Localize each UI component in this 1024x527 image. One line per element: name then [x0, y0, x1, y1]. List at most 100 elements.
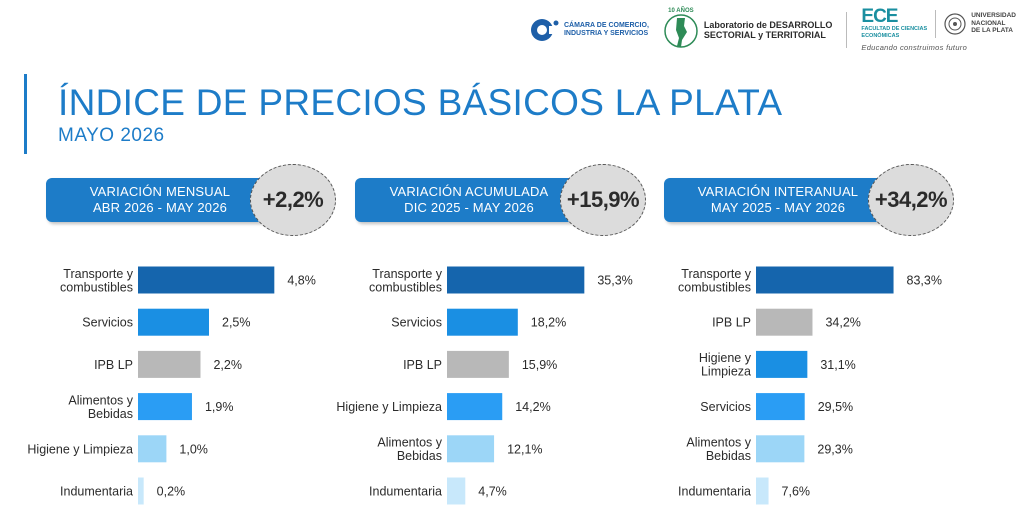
value-label: 12,1%: [507, 442, 542, 456]
category-label: Alimentos y Bebidas: [686, 436, 751, 464]
pill-line2: ABR 2026 - MAY 2026: [92, 200, 228, 215]
pill-line1: VARIACIÓN ACUMULADA: [389, 184, 549, 199]
bar: [447, 477, 466, 505]
category-label: Indumentaria: [60, 485, 133, 499]
panel-accumulated: VARIACIÓN ACUMULADA DIC 2025 - MAY 2026 …: [336, 164, 655, 520]
value-label: 29,3%: [817, 442, 852, 456]
lab-logo-line1: Laboratorio de DESARROLLO: [703, 20, 833, 30]
chamber-logo-line1: CÁMARA DE COMERCIO,: [563, 22, 649, 29]
argentina-map-icon: [664, 14, 698, 48]
value-label: 4,7%: [478, 485, 507, 499]
chamber-logo: CÁMARA DE COMERCIO, INDUSTRIA Y SERVICIO…: [529, 17, 649, 43]
bar: [756, 266, 894, 294]
bar: [138, 477, 144, 505]
title-accent-bar: [24, 74, 27, 154]
pill-line2: MAY 2025 - MAY 2026: [710, 200, 846, 215]
category-label: Servicios: [700, 400, 751, 414]
category-label: Higiene y Limpieza: [699, 351, 752, 379]
tagline: Educando construimos futuro: [861, 43, 968, 52]
faculty-unlp-logos: ECE FACULTAD DE CIENCIAS ECONÓMICAS UNIV…: [861, 6, 1016, 52]
category-label: Transporte y combustibles: [369, 267, 443, 295]
value-label: 29,5%: [818, 400, 853, 414]
pill-line1: VARIACIÓN INTERANUAL: [697, 184, 859, 199]
bar-chart-interannual: Transporte y combustibles 83,3% IPB LP 34,2%…: [678, 266, 942, 505]
period-pill: VARIACIÓN ACUMULADA DIC 2025 - MAY 2026: [355, 178, 583, 222]
bar: [138, 435, 167, 463]
pill-line1: VARIACIÓN MENSUAL: [89, 184, 231, 199]
headline-value: +15,9%: [566, 187, 640, 212]
period-pill: VARIACIÓN INTERANUAL MAY 2025 - MAY 2026: [664, 178, 892, 222]
period-pill: VARIACIÓN MENSUAL ABR 2026 - MAY 2026: [46, 178, 274, 222]
headline-value: +2,2%: [262, 187, 324, 212]
bar-chart-accumulated: Transporte y combustibles 35,3% Servicios 18…: [336, 266, 633, 505]
value-label: 83,3%: [907, 274, 942, 288]
category-label: IPB LP: [403, 358, 442, 372]
faculty-logo-line1: FACULTAD DE CIENCIAS: [861, 26, 928, 32]
pill-line2: DIC 2025 - MAY 2026: [404, 200, 534, 215]
value-label: 1,0%: [179, 442, 208, 456]
category-label: Higiene y Limpieza: [336, 400, 442, 414]
faculty-logo: ECE FACULTAD DE CIENCIAS ECONÓMICAS: [861, 6, 928, 39]
category-label: Alimentos y Bebidas: [68, 393, 133, 421]
value-label: 31,1%: [820, 358, 855, 372]
category-label: Indumentaria: [369, 485, 442, 499]
unlp-line2: NACIONAL: [971, 19, 1006, 27]
lab-logo-line2: SECTORIAL y TERRITORIAL: [703, 30, 826, 40]
value-label: 15,9%: [522, 358, 557, 372]
bar: [756, 350, 808, 378]
bar: [138, 308, 209, 336]
unlp-seal-icon: [944, 12, 966, 35]
category-label: Servicios: [391, 316, 442, 330]
headline-value: +34,2%: [874, 187, 948, 212]
lab-emblem: 10 AÑOS: [663, 8, 699, 50]
category-label: IPB LP: [712, 316, 751, 330]
chamber-logo-line2: INDUSTRIA Y SERVICIOS: [563, 30, 649, 37]
value-label: 1,9%: [205, 400, 234, 414]
bar: [756, 308, 813, 336]
value-label: 2,2%: [213, 358, 242, 372]
faculty-logo-line2: ECONÓMICAS: [861, 32, 900, 39]
anniversary-badge: 10 AÑOS: [668, 8, 694, 14]
logo-divider-small: [935, 9, 937, 38]
bar: [447, 266, 585, 294]
bar: [756, 435, 805, 463]
category-label: Alimentos y Bebidas: [377, 436, 442, 464]
category-label: Higiene y Limpieza: [27, 442, 133, 456]
value-label: 18,2%: [531, 316, 566, 330]
bar: [138, 350, 201, 378]
page-title: ÍNDICE DE PRECIOS BÁSICOS LA PLATA: [58, 82, 783, 123]
category-label: Indumentaria: [678, 485, 751, 499]
value-label: 7,6%: [782, 485, 811, 499]
category-label: IPB LP: [94, 358, 133, 372]
header-logos: CÁMARA DE COMERCIO, INDUSTRIA Y SERVICIO…: [529, 6, 1016, 54]
unlp-logo: UNIVERSIDAD NACIONAL DE LA PLATA: [944, 12, 1016, 35]
bar: [447, 393, 503, 421]
lab-logo: 10 AÑOS Laboratorio de DESARROLLO SECTOR…: [663, 8, 833, 50]
bar: [447, 435, 495, 463]
headline-circle: +15,9%: [560, 164, 646, 236]
bar: [138, 266, 275, 294]
bar-chart-monthly: Transporte y combustibles 4,8% Servicios 2,5…: [27, 266, 316, 505]
faculty-logo-letters: ECE: [861, 6, 898, 27]
category-label: Transporte y combustibles: [678, 267, 752, 295]
unlp-line1: UNIVERSIDAD: [971, 12, 1016, 20]
value-label: 14,2%: [515, 400, 550, 414]
headline-circle: +34,2%: [868, 164, 954, 236]
headline-circle: +2,2%: [250, 164, 336, 236]
panel-monthly: VARIACIÓN MENSUAL ABR 2026 - MAY 2026 +2…: [27, 164, 346, 520]
category-label: Servicios: [82, 316, 133, 330]
value-label: 35,3%: [597, 274, 632, 288]
bar: [447, 308, 518, 336]
panel-interannual: VARIACIÓN INTERANUAL MAY 2025 - MAY 2026…: [664, 164, 964, 520]
category-label: Transporte y combustibles: [60, 267, 134, 295]
chamber-emblem-icon: [530, 19, 559, 41]
unlp-line3: DE LA PLATA: [971, 27, 1013, 35]
logo-divider: [846, 12, 848, 48]
value-label: 4,8%: [287, 274, 316, 288]
bar: [756, 477, 769, 505]
bar: [447, 350, 509, 378]
bar: [138, 393, 192, 421]
page-subtitle: MAYO 2026: [58, 125, 165, 146]
value-label: 34,2%: [825, 316, 860, 330]
bar: [756, 393, 805, 421]
